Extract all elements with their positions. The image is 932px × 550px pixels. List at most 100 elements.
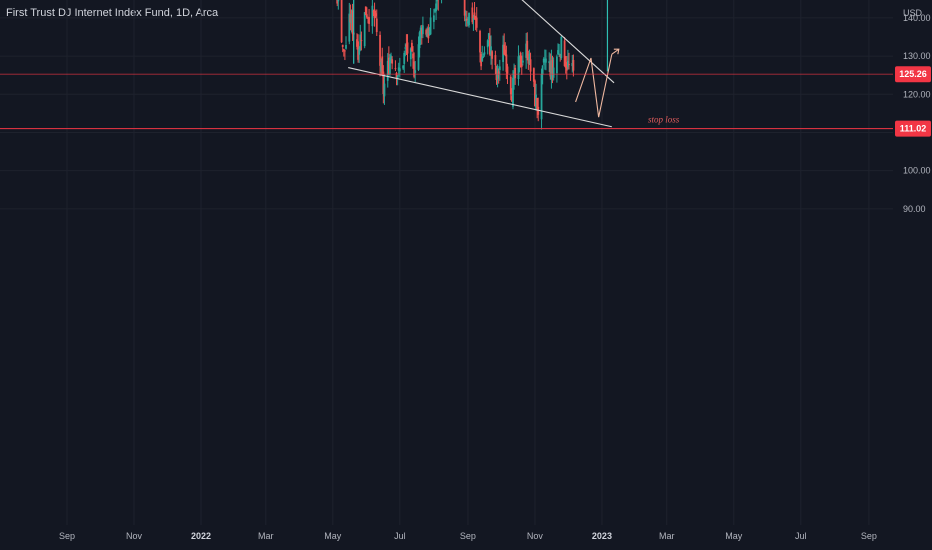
candle-body	[337, 0, 340, 2]
candle-body	[572, 59, 575, 71]
candle-body	[486, 40, 489, 48]
candle-body	[498, 66, 501, 71]
candle-body	[487, 33, 490, 40]
candle-body	[379, 34, 381, 66]
candle-body	[359, 34, 362, 51]
x-tick-label: 2023	[592, 531, 612, 541]
current-price-badge	[895, 66, 931, 83]
candle-body	[435, 3, 437, 12]
candle-body	[528, 53, 531, 65]
candle-body	[551, 59, 554, 74]
candle-body	[532, 68, 535, 82]
y-tick-label: 100.00	[903, 166, 931, 176]
candle-body	[364, 6, 367, 15]
projection-arrow-head	[613, 48, 620, 55]
stop-price-badge	[895, 120, 931, 137]
candle-body	[406, 42, 409, 54]
candle-body	[421, 25, 424, 35]
candle-body	[425, 29, 428, 35]
candle-body	[432, 15, 435, 22]
trendline-lower	[348, 67, 612, 128]
candle-body	[356, 39, 358, 47]
candle-body	[403, 52, 406, 64]
chart-title: First Trust DJ Internet Index Fund, 1D, …	[6, 7, 219, 19]
x-tick-label: May	[324, 531, 342, 541]
candle-body	[542, 58, 545, 63]
candle-body	[405, 44, 408, 47]
candle-body	[514, 67, 517, 79]
candle-body	[481, 56, 484, 62]
candle-body	[367, 17, 369, 19]
x-tick-label: Sep	[861, 531, 877, 541]
candle-body	[419, 27, 422, 38]
candle-body	[537, 106, 540, 115]
candle-body	[510, 96, 513, 102]
candle-body	[568, 64, 570, 66]
candle-body	[465, 18, 468, 21]
candle-body	[512, 77, 514, 107]
candle-body	[357, 41, 359, 60]
candle-body	[402, 65, 405, 69]
x-tick-label: Jul	[795, 531, 807, 541]
candle-body	[358, 48, 361, 55]
candle-body	[394, 68, 397, 70]
candle-body	[505, 54, 508, 72]
candle-body	[344, 50, 346, 52]
candle-body	[389, 58, 391, 75]
candle-body	[374, 13, 377, 17]
y-tick-label: 140.00	[903, 13, 931, 23]
candle-body	[411, 42, 413, 52]
candle-body	[550, 60, 553, 80]
candle-body	[520, 64, 523, 67]
drawings: possible targetstop loss	[0, 0, 893, 130]
x-tick-label: Mar	[659, 531, 675, 541]
candle-body	[513, 71, 515, 80]
candle-body	[426, 33, 429, 38]
x-tick-label: Nov	[527, 531, 544, 541]
x-tick-label: Sep	[460, 531, 476, 541]
candle-body	[468, 12, 470, 26]
y-tick-label: 130.00	[903, 51, 931, 61]
candles	[336, 0, 575, 130]
candle-body	[340, 0, 343, 43]
candle-body	[504, 49, 507, 56]
candle-body	[540, 74, 543, 120]
candle-body	[417, 44, 420, 70]
candle-body	[496, 65, 499, 79]
candle-body	[345, 44, 347, 49]
candle-body	[509, 76, 512, 95]
candle-body	[480, 54, 483, 67]
candle-body	[560, 36, 563, 59]
candle-body	[351, 10, 354, 35]
candle-body	[536, 97, 539, 111]
candle-body	[549, 62, 552, 77]
candle-body	[548, 61, 551, 64]
candle-body	[396, 75, 399, 79]
candle-body	[491, 51, 494, 59]
candle-body	[571, 63, 574, 67]
candle-body	[472, 17, 475, 20]
candle-body	[386, 60, 389, 81]
x-tick-label: Jul	[394, 531, 406, 541]
candle-body	[557, 50, 559, 55]
candle-body	[563, 40, 566, 67]
candle-body	[350, 13, 353, 24]
candle-body	[526, 40, 529, 58]
trendline-upper	[521, 0, 615, 84]
candle-body	[397, 67, 400, 71]
candle-body	[391, 59, 394, 64]
candle-body	[395, 72, 398, 79]
candle-body	[545, 58, 547, 63]
candle-body	[429, 17, 432, 35]
candle-body	[373, 9, 376, 18]
candle-body	[565, 62, 568, 71]
candle-body	[382, 71, 385, 95]
candle-body	[371, 5, 374, 27]
candle-body	[483, 52, 486, 55]
candle-body	[559, 55, 562, 57]
candle-body	[556, 56, 558, 74]
candle-body	[420, 29, 423, 35]
candle-body	[341, 44, 344, 47]
candle-body	[404, 47, 407, 49]
